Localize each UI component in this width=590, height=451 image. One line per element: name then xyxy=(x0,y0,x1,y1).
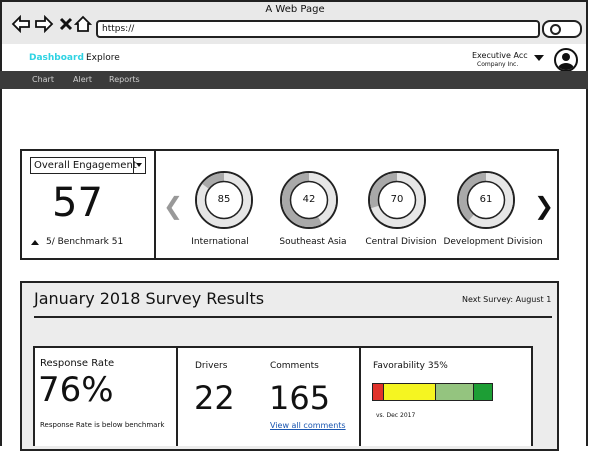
region-gauge[interactable]: 70 xyxy=(367,170,427,230)
gauge-ring xyxy=(195,171,253,229)
favorability-bar xyxy=(372,383,493,401)
up-arrow-icon xyxy=(31,240,39,245)
gauge-arc xyxy=(197,173,251,227)
carousel-prev-icon[interactable]: ❮ xyxy=(163,192,184,220)
divider xyxy=(34,316,552,318)
metrics-divider xyxy=(176,346,178,446)
chevron-down-icon xyxy=(136,163,142,167)
sub-navigation xyxy=(0,71,588,89)
region-label: International xyxy=(191,237,249,247)
favorability-comparison: vs. Dec 2017 xyxy=(376,412,416,419)
region-label: Southeast Asia xyxy=(279,237,347,247)
account-company: Company Inc. xyxy=(477,61,519,68)
account-name[interactable]: Executive Acc xyxy=(472,51,528,60)
nav-dashboard-link[interactable]: Dashboard xyxy=(29,53,84,63)
subnav-reports[interactable]: Reports xyxy=(109,75,140,84)
comments-label: Comments xyxy=(270,361,319,371)
engagement-score: 57 xyxy=(52,180,103,226)
nav-explore-link[interactable]: Explore xyxy=(86,53,120,63)
user-head-icon xyxy=(562,53,570,61)
account-dropdown-icon[interactable] xyxy=(534,55,544,61)
home-icon[interactable] xyxy=(73,14,93,34)
subnav-alert[interactable]: Alert xyxy=(73,75,93,84)
favorability-label: Favorability 35% xyxy=(373,361,448,371)
gauge-value: 70 xyxy=(390,194,404,205)
metrics-divider xyxy=(359,346,361,446)
gauge-value: 61 xyxy=(479,194,493,205)
url-input[interactable]: https:// xyxy=(96,20,540,38)
app-header xyxy=(0,44,588,71)
page-frame xyxy=(0,89,588,446)
benchmark-text: 5/ Benchmark 51 xyxy=(46,237,124,247)
region-label: Central Division xyxy=(365,237,437,247)
survey-title: January 2018 Survey Results xyxy=(34,289,265,308)
window-title: A Web Page xyxy=(265,4,325,15)
view-comments-link[interactable]: View all comments xyxy=(270,421,346,430)
search-icon xyxy=(550,24,561,35)
gauge-value: 85 xyxy=(217,194,231,205)
browser-search-field[interactable] xyxy=(542,20,582,38)
response-rate-note: Response Rate is below benchmark xyxy=(40,421,165,429)
engagement-select[interactable]: Overall Engagement xyxy=(30,157,146,174)
user-body-icon xyxy=(558,63,574,70)
region-label: Development Division xyxy=(443,237,543,247)
gauge-arc xyxy=(282,173,336,227)
gauge-arc xyxy=(370,173,424,227)
panel-divider xyxy=(154,149,156,260)
drivers-value: 22 xyxy=(194,379,235,417)
gauge-ring xyxy=(280,171,338,229)
favorability-segment xyxy=(383,384,437,400)
forward-icon[interactable] xyxy=(34,14,54,34)
gauge-arc xyxy=(459,173,513,227)
response-rate-value: 76% xyxy=(38,370,114,410)
close-icon[interactable] xyxy=(56,14,76,34)
subnav-chart[interactable]: Chart xyxy=(32,75,54,84)
region-gauge[interactable]: 42 xyxy=(279,170,339,230)
favorability-segment xyxy=(474,384,492,400)
gauge-ring xyxy=(457,171,515,229)
carousel-next-icon[interactable]: ❯ xyxy=(534,192,555,220)
gauge-ring xyxy=(368,171,426,229)
region-gauge[interactable]: 61 xyxy=(456,170,516,230)
response-rate-label: Response Rate xyxy=(40,358,115,369)
back-icon[interactable] xyxy=(11,14,31,34)
gauge-value: 42 xyxy=(302,194,316,205)
favorability-segment xyxy=(436,384,475,400)
select-dropdown-button[interactable] xyxy=(133,157,146,174)
region-gauge[interactable]: 85 xyxy=(194,170,254,230)
next-survey-text: Next Survey: August 1 xyxy=(462,295,552,304)
favorability-segment xyxy=(373,384,384,400)
avatar[interactable] xyxy=(554,48,578,72)
drivers-label: Drivers xyxy=(195,361,228,371)
comments-value: 165 xyxy=(269,379,331,417)
